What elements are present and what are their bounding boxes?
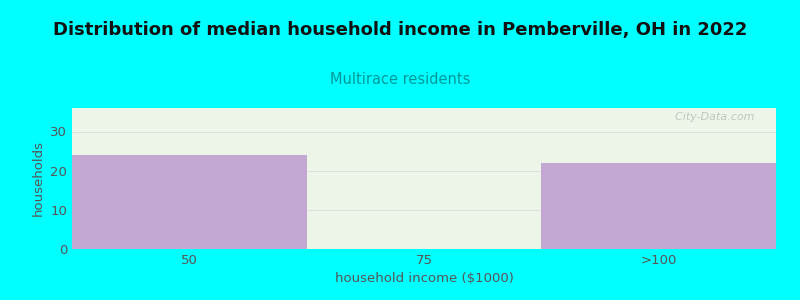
Y-axis label: households: households [32, 140, 45, 217]
Text: Multirace residents: Multirace residents [330, 72, 470, 87]
Bar [542, 163, 776, 249]
X-axis label: household income ($1000): household income ($1000) [334, 272, 514, 285]
Text: Distribution of median household income in Pemberville, OH in 2022: Distribution of median household income … [53, 21, 747, 39]
Bar [72, 155, 306, 249]
Text: City-Data.com: City-Data.com [668, 112, 755, 122]
